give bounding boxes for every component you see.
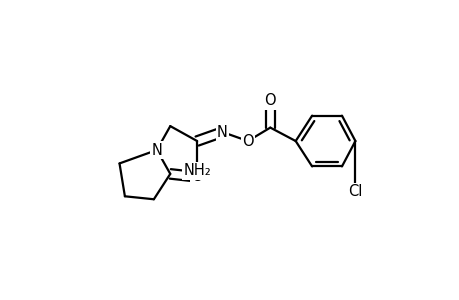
Text: N: N bbox=[151, 142, 162, 158]
Text: Cl: Cl bbox=[347, 184, 362, 199]
Text: O: O bbox=[191, 169, 202, 184]
Text: N: N bbox=[217, 124, 228, 140]
Text: O: O bbox=[264, 93, 275, 108]
Text: O: O bbox=[241, 134, 253, 148]
Text: NH₂: NH₂ bbox=[183, 164, 211, 178]
